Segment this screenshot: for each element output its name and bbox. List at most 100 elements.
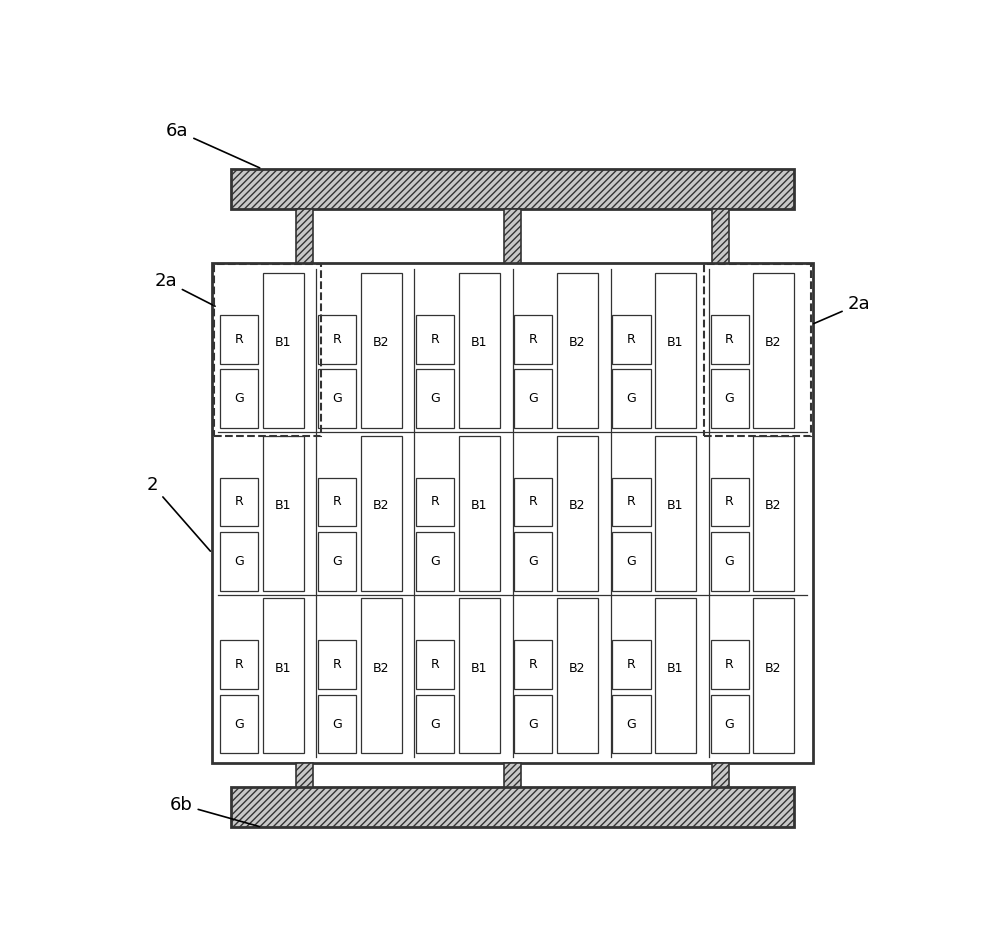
Text: R: R	[431, 495, 440, 509]
Bar	[212, 263, 813, 763]
Bar	[711, 315, 749, 364]
Text: R: R	[725, 495, 734, 509]
Text: G: G	[529, 555, 538, 568]
Bar	[504, 763, 521, 788]
Bar	[318, 315, 356, 364]
Text: B1: B1	[471, 499, 487, 512]
Text: R: R	[333, 495, 342, 509]
Bar	[318, 640, 356, 689]
Bar	[459, 599, 500, 754]
Text: G: G	[627, 392, 636, 405]
Text: G: G	[431, 717, 440, 730]
Bar	[612, 478, 651, 526]
Bar	[318, 478, 356, 526]
Bar	[711, 369, 749, 428]
Text: 2a: 2a	[154, 272, 215, 306]
Text: G: G	[332, 717, 342, 730]
Text: B2: B2	[765, 337, 782, 350]
Bar	[753, 273, 794, 428]
Text: R: R	[529, 658, 538, 671]
Text: B1: B1	[667, 337, 684, 350]
Bar	[514, 640, 552, 689]
Bar	[220, 315, 258, 364]
Bar	[612, 315, 651, 364]
Bar	[612, 369, 651, 428]
Bar	[263, 599, 304, 754]
Text: R: R	[529, 333, 538, 346]
Text: G: G	[234, 717, 244, 730]
Bar	[220, 695, 258, 754]
Text: R: R	[333, 333, 342, 346]
Bar	[361, 435, 402, 590]
Bar	[220, 640, 258, 689]
Bar	[711, 695, 749, 754]
Bar	[711, 640, 749, 689]
Text: R: R	[333, 658, 342, 671]
Text: B2: B2	[569, 499, 585, 512]
Bar	[711, 478, 749, 526]
Text: G: G	[725, 555, 734, 568]
Bar	[220, 478, 258, 526]
Text: G: G	[431, 555, 440, 568]
Text: R: R	[627, 333, 636, 346]
Text: B1: B1	[275, 337, 291, 350]
Text: R: R	[431, 333, 440, 346]
Bar	[514, 369, 552, 428]
Bar	[514, 695, 552, 754]
Text: G: G	[529, 717, 538, 730]
Bar	[504, 209, 521, 263]
Bar	[514, 478, 552, 526]
Text: B2: B2	[373, 499, 389, 512]
Bar	[296, 209, 313, 263]
Bar	[263, 273, 304, 428]
Text: R: R	[627, 495, 636, 509]
Bar	[612, 695, 651, 754]
Text: B2: B2	[569, 337, 585, 350]
Text: R: R	[431, 658, 440, 671]
Bar	[416, 532, 454, 590]
Text: G: G	[332, 392, 342, 405]
Bar	[220, 369, 258, 428]
Bar	[711, 532, 749, 590]
Text: 2: 2	[147, 476, 210, 551]
Bar	[361, 599, 402, 754]
Text: B2: B2	[373, 337, 389, 350]
Text: B1: B1	[471, 662, 487, 675]
Bar	[263, 435, 304, 590]
Text: R: R	[529, 495, 538, 509]
Text: G: G	[725, 717, 734, 730]
Bar	[655, 273, 696, 428]
Bar	[231, 169, 794, 209]
Text: R: R	[235, 658, 244, 671]
Text: 2a: 2a	[814, 295, 870, 323]
Bar	[416, 640, 454, 689]
Text: R: R	[235, 495, 244, 509]
Bar	[459, 273, 500, 428]
Text: B1: B1	[275, 662, 291, 675]
Bar	[612, 532, 651, 590]
Text: R: R	[235, 333, 244, 346]
Bar	[655, 435, 696, 590]
Text: B2: B2	[765, 662, 782, 675]
Text: B2: B2	[569, 662, 585, 675]
Text: G: G	[627, 717, 636, 730]
Bar	[220, 532, 258, 590]
Bar	[753, 599, 794, 754]
Bar	[704, 264, 811, 436]
Text: R: R	[725, 658, 734, 671]
Text: G: G	[529, 392, 538, 405]
Bar	[557, 435, 598, 590]
Text: B2: B2	[373, 662, 389, 675]
Bar	[416, 315, 454, 364]
Text: G: G	[234, 555, 244, 568]
Text: G: G	[725, 392, 734, 405]
Text: R: R	[627, 658, 636, 671]
Bar	[416, 478, 454, 526]
Bar	[214, 264, 321, 436]
Bar	[416, 369, 454, 428]
Text: B2: B2	[765, 499, 782, 512]
Text: B1: B1	[275, 499, 291, 512]
Text: G: G	[431, 392, 440, 405]
Bar	[318, 532, 356, 590]
Text: B1: B1	[471, 337, 487, 350]
